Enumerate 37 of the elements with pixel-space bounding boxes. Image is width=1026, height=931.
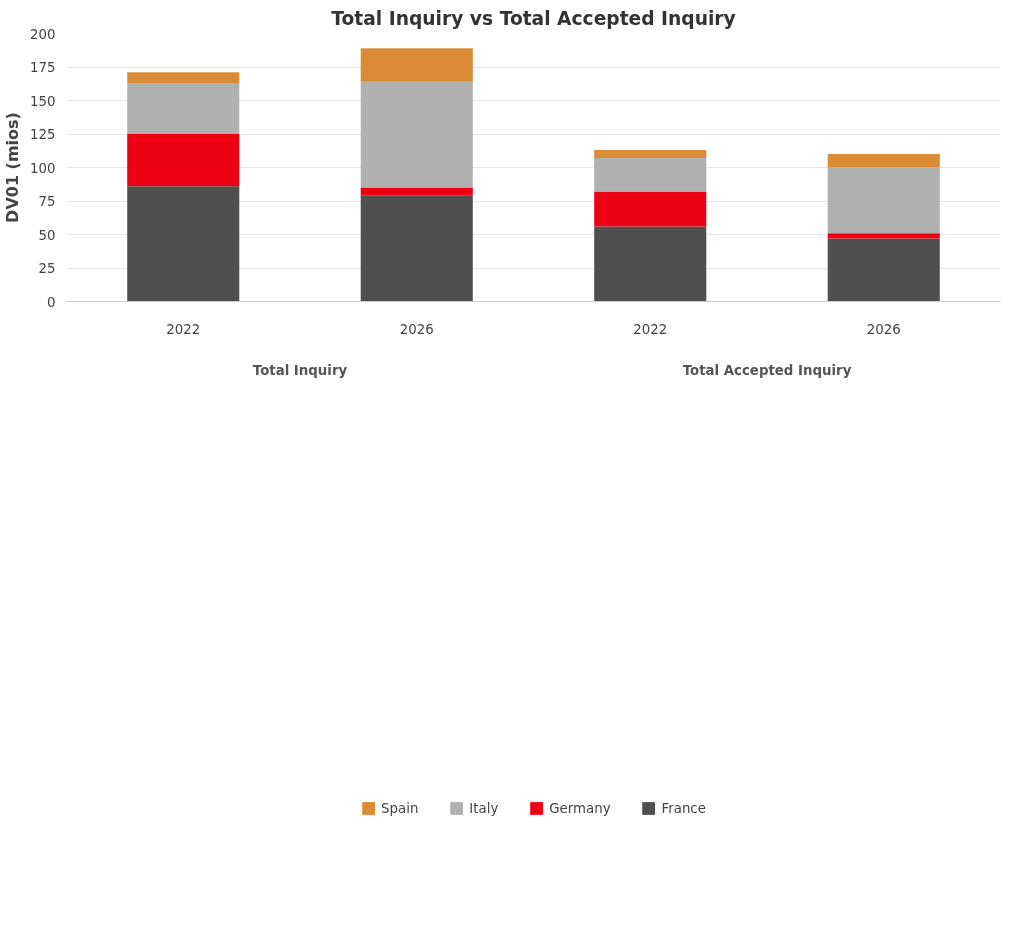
bar bbox=[827, 154, 940, 168]
text: Total Accepted Inquiry bbox=[682, 362, 852, 378]
bar bbox=[594, 191, 707, 227]
x-tick-label: 2022 bbox=[633, 321, 668, 337]
bar bbox=[827, 238, 940, 302]
x-tick-label: 2022 bbox=[166, 321, 201, 337]
bar bbox=[594, 150, 707, 159]
legend-label: Italy bbox=[469, 800, 499, 816]
bar bbox=[360, 187, 473, 196]
y-tick-label: 50 bbox=[38, 227, 56, 243]
bar bbox=[827, 233, 940, 239]
bar bbox=[360, 195, 473, 302]
bar bbox=[360, 48, 473, 82]
bar bbox=[127, 83, 240, 134]
bar bbox=[827, 167, 940, 234]
y-tick-label: 100 bbox=[30, 160, 56, 176]
bar bbox=[594, 158, 707, 192]
bar bbox=[127, 134, 240, 187]
y-tick-label: 75 bbox=[38, 194, 56, 209]
y-tick-label: 150 bbox=[30, 93, 56, 109]
y-tick-label: 200 bbox=[30, 26, 56, 42]
x-tick-label: 2026 bbox=[866, 321, 901, 337]
y-axis-title: DV01 (mios) bbox=[3, 112, 23, 223]
y-tick-label: 125 bbox=[30, 127, 56, 142]
y-tick-label: 175 bbox=[30, 60, 56, 75]
legend-label: Germany bbox=[549, 800, 611, 816]
legend-label: Spain bbox=[381, 800, 419, 816]
bar bbox=[127, 186, 240, 302]
x-tick-label: 2026 bbox=[399, 321, 434, 337]
chart-title: Total Inquiry vs Total Accepted Inquiry bbox=[331, 7, 736, 29]
legend-label: France bbox=[661, 800, 706, 816]
bar bbox=[360, 81, 473, 188]
y-tick-label: 0 bbox=[47, 294, 56, 310]
bar bbox=[127, 72, 240, 84]
bar bbox=[594, 226, 707, 302]
y-tick-label: 25 bbox=[38, 261, 56, 276]
text: Total Inquiry bbox=[252, 362, 348, 378]
